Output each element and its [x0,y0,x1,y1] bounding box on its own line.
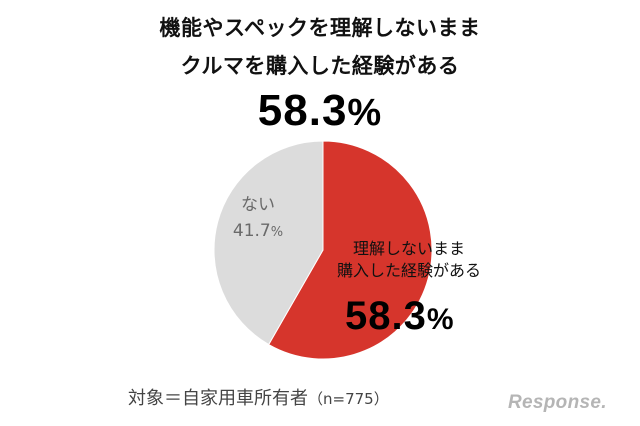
footnote-target: 対象＝自家用車所有者 [128,388,308,409]
chart-title-line1: 機能やスペックを理解しないまま [159,16,481,40]
slice-label-yes-line2: 購入した経験がある [336,261,481,280]
slice-label-yes-line1: 理解しないまま [352,239,465,258]
slice-label-no-value: 41.7% [228,218,288,246]
footnote-sample-size: （n=775） [308,390,389,408]
slice-label-no-name: ない [241,195,275,215]
slice-no-value-percent: % [270,225,284,240]
slice-label-no: ない 41.7% [228,192,288,246]
headline-percent-sign: % [347,92,383,134]
chart-title-line2: クルマを購入した経験がある [180,54,460,78]
slice-no-value-number: 41.7 [232,221,271,241]
headline-percentage: 58.3% [0,86,640,136]
slice-yes-value: 58.3% [345,294,455,339]
pie-slice-yes [268,140,433,360]
pie-slice-no [213,140,324,346]
response-logo: Response. [508,392,607,413]
slice-yes-value-percent: % [426,303,455,336]
headline-value: 58.3 [257,86,348,135]
slice-label-yes: 理解しないまま 購入した経験がある [304,238,514,282]
slice-yes-value-number: 58.3 [345,294,427,338]
footnote: 対象＝自家用車所有者（n=775） [128,384,389,410]
